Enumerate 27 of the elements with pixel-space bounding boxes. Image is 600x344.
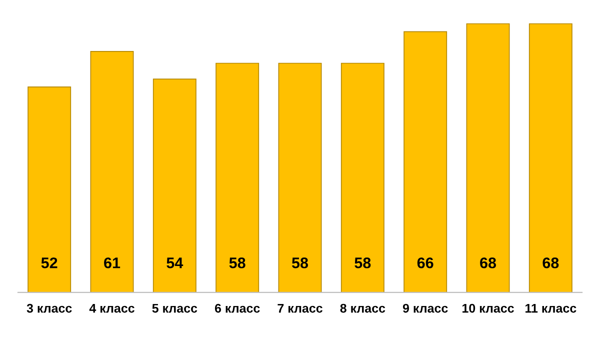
- data-label: 52: [41, 257, 58, 268]
- x-tick-label: 10 класс: [462, 304, 514, 313]
- x-tick-label: 4 класс: [89, 304, 134, 313]
- x-tick-label: 8 класс: [340, 304, 386, 313]
- bar: [90, 50, 134, 292]
- bar: [152, 78, 196, 292]
- bar: [278, 62, 322, 292]
- data-label: 61: [104, 257, 120, 268]
- x-tick-label: 5 класс: [152, 304, 198, 313]
- data-label: 58: [292, 257, 308, 268]
- x-tick-label: 9 класс: [402, 304, 448, 313]
- x-tick-label: 6 класс: [214, 304, 260, 313]
- x-tick-label: 7 класс: [278, 304, 322, 313]
- bar: [28, 86, 72, 292]
- data-label: 58: [229, 257, 246, 268]
- bar: [404, 31, 448, 292]
- data-label: 66: [417, 257, 434, 268]
- data-label: 54: [166, 258, 184, 268]
- data-label: 68: [542, 257, 559, 268]
- data-label: 68: [480, 257, 496, 268]
- x-tick-label: 11 класс: [526, 304, 576, 313]
- bar: [340, 62, 384, 292]
- x-tick-label: 3 класс: [26, 304, 72, 313]
- bar: [466, 23, 510, 292]
- bar: [528, 23, 572, 292]
- bar: [216, 62, 260, 292]
- data-label: 58: [354, 257, 371, 268]
